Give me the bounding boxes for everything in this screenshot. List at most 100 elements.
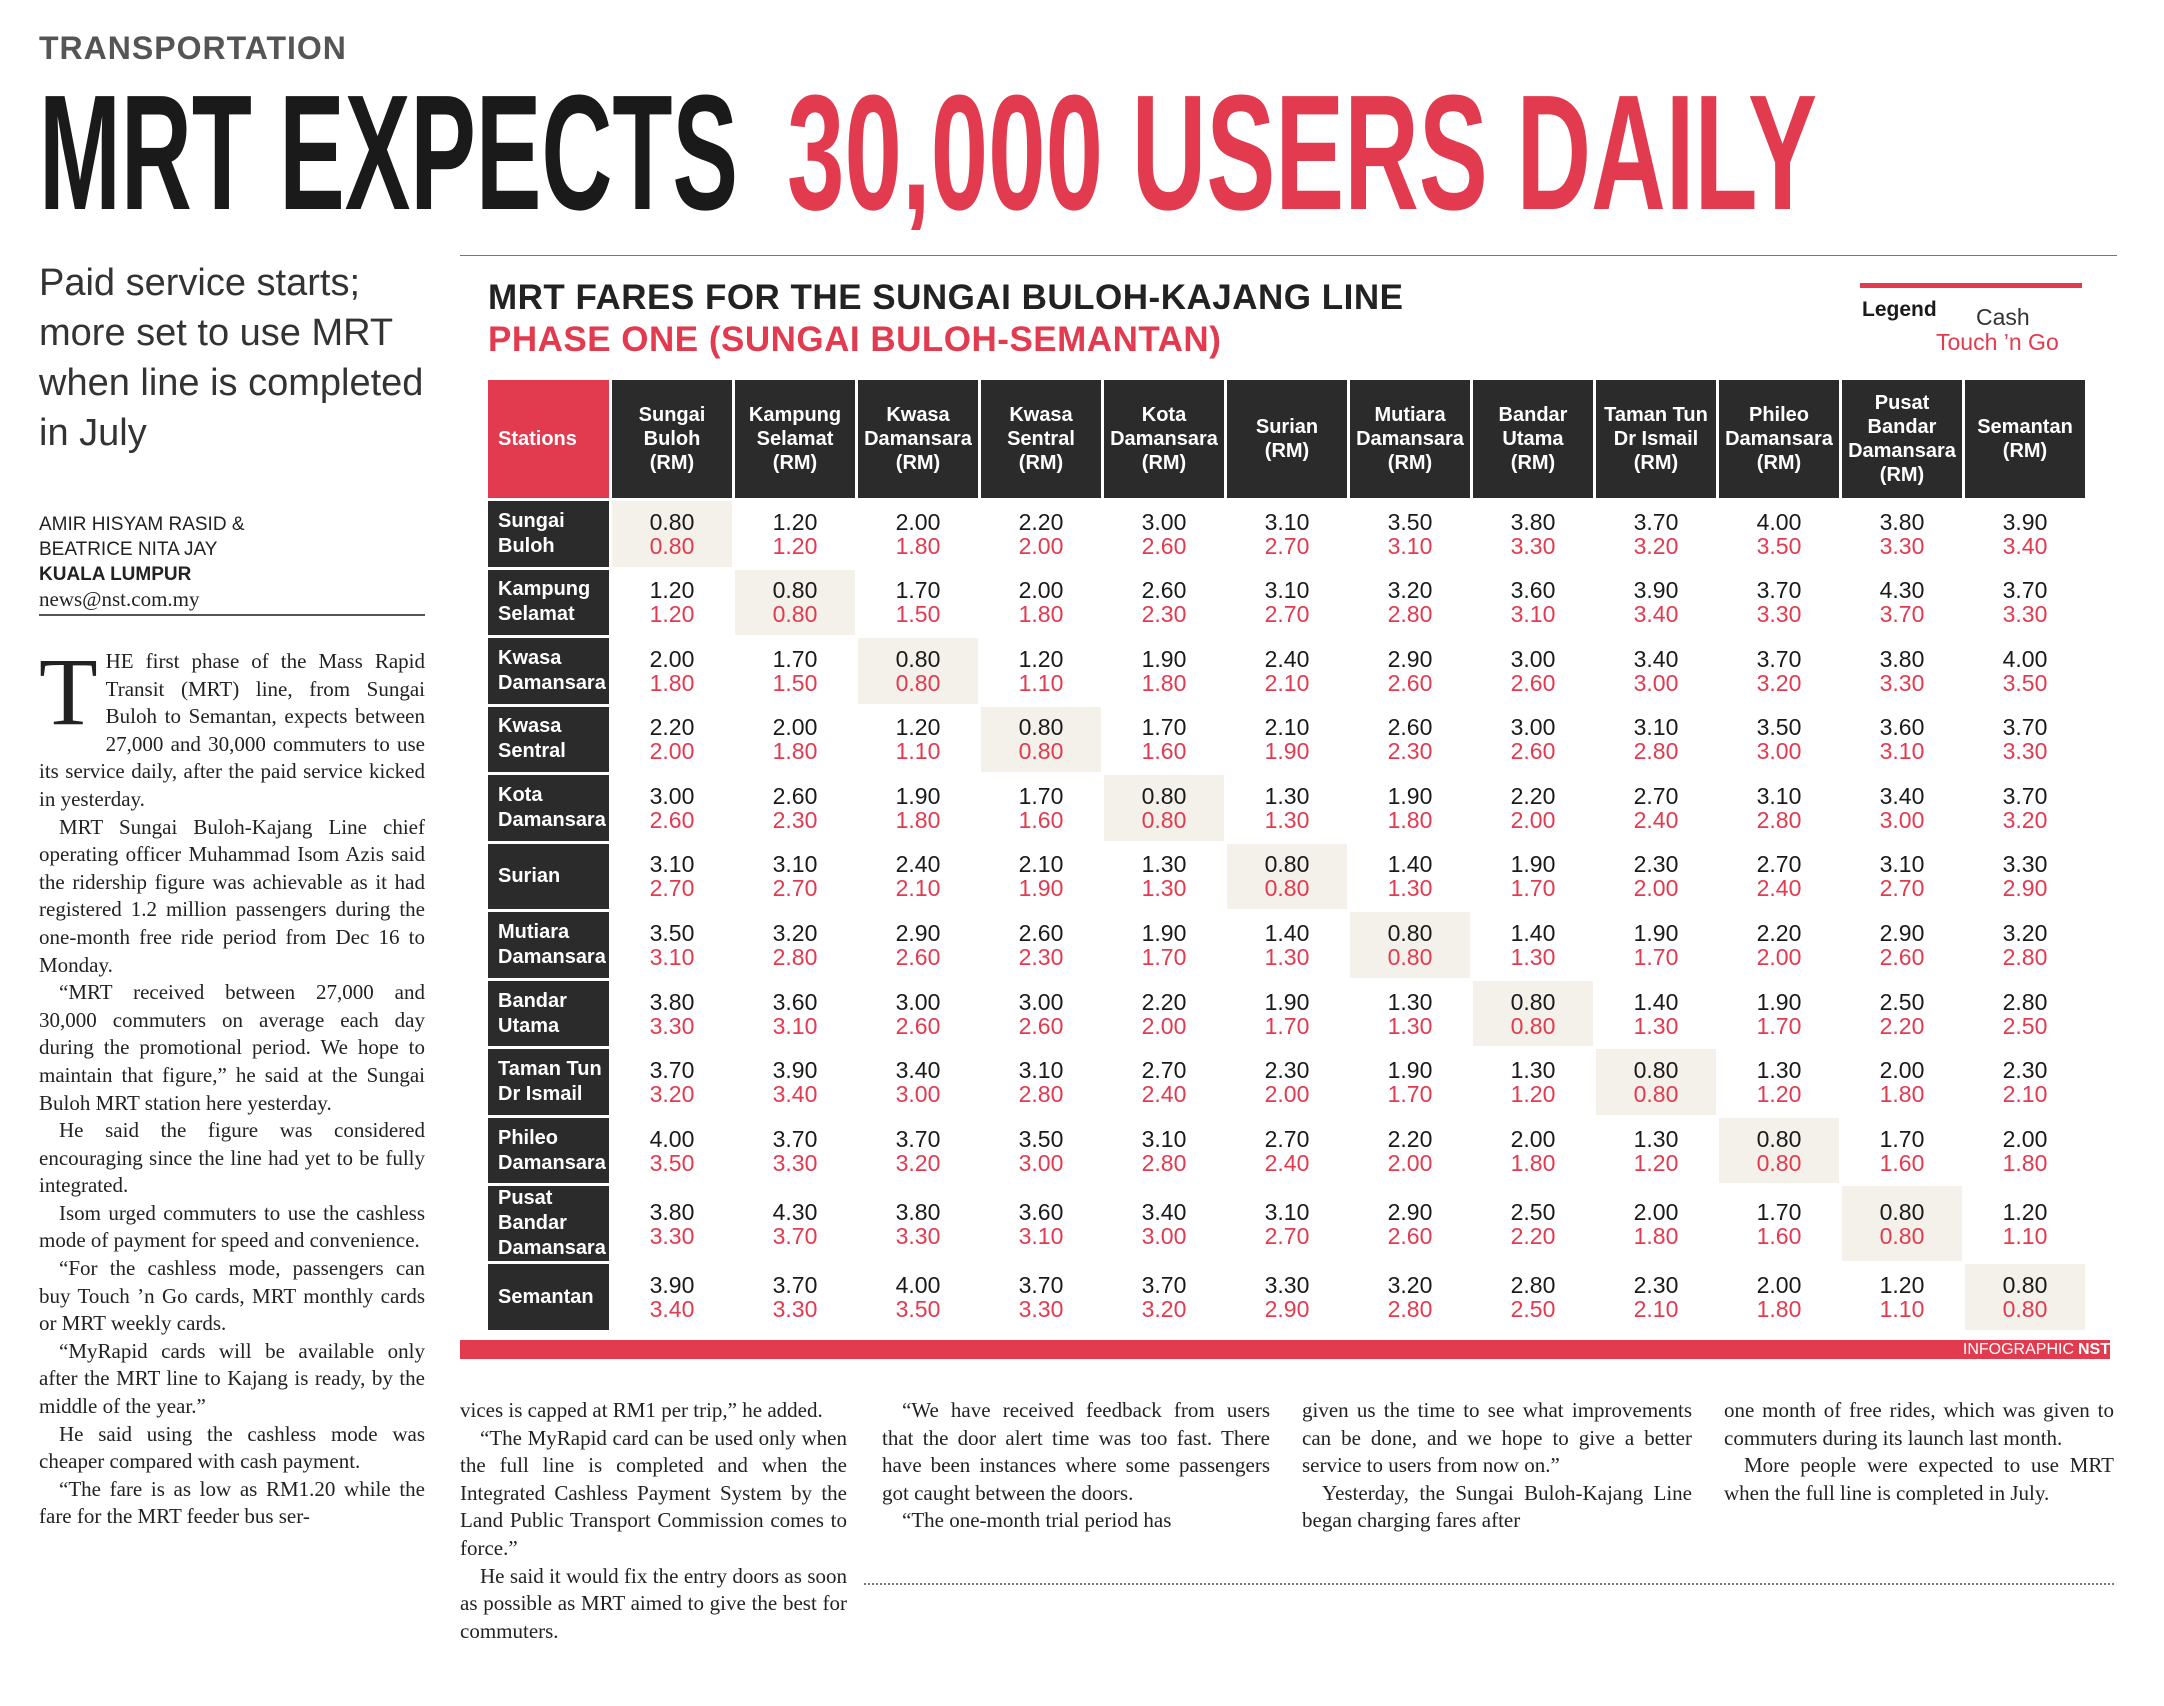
- cash-fare: 4.30: [1879, 577, 1925, 604]
- touch-n-go-fare: 2.80: [1141, 1149, 1187, 1176]
- touch-n-go-fare: 2.80: [1018, 1081, 1064, 1108]
- table-header: Semantan (RM): [1965, 380, 2085, 498]
- station-name: Phileo Damansara: [488, 1117, 609, 1184]
- fare-cell: 1.70 1.60: [1842, 1118, 1962, 1184]
- touch-n-go-fare: 1.80: [895, 806, 941, 833]
- fare-cell: 3.70 3.20: [858, 1118, 978, 1184]
- touch-n-go-fare: 3.10: [772, 1012, 818, 1039]
- touch-n-go-fare: 2.40: [1756, 875, 1802, 902]
- cash-fare: 2.40: [895, 851, 941, 878]
- station-name: Kampung Selamat: [488, 569, 609, 636]
- touch-n-go-fare: 1.20: [1510, 1081, 1556, 1108]
- touch-n-go-fare: 3.20: [1633, 532, 1679, 559]
- fare-cell: 0.80 0.80: [858, 638, 978, 704]
- fare-cell: 2.50 2.20: [1473, 1186, 1593, 1261]
- fare-table: Stations Sungai Buloh (RM) Kampung Selamat…: [488, 380, 2085, 1330]
- touch-n-go-fare: 1.70: [1510, 875, 1556, 902]
- touch-n-go-fare: 2.90: [2002, 875, 2048, 902]
- cash-fare: 0.80: [1510, 988, 1556, 1015]
- touch-n-go-fare: 1.60: [1141, 738, 1187, 765]
- touch-n-go-fare: 3.00: [1018, 1149, 1064, 1176]
- cash-fare: 3.70: [649, 1057, 695, 1084]
- cash-fare: 2.60: [1018, 920, 1064, 947]
- fare-cell: 3.10 2.70: [1227, 1186, 1347, 1261]
- touch-n-go-fare: 0.80: [2002, 1296, 2048, 1323]
- fare-cell: 2.00 1.80: [735, 707, 855, 773]
- cash-fare: 4.00: [649, 1125, 695, 1152]
- cash-fare: 1.70: [772, 645, 818, 672]
- fare-cell: 3.20 2.80: [1350, 570, 1470, 636]
- fare-cell: 1.70 1.60: [1719, 1186, 1839, 1261]
- cash-fare: 1.30: [1633, 1125, 1679, 1152]
- fare-cell: 2.00 1.80: [1596, 1186, 1716, 1261]
- fare-cell: 1.30 1.20: [1473, 1049, 1593, 1115]
- article-column: vices is capped at RM1 per trip,” he add…: [460, 1397, 847, 1706]
- touch-n-go-fare: 1.30: [1510, 944, 1556, 971]
- cash-fare: 2.00: [1879, 1057, 1925, 1084]
- touch-n-go-fare: 2.60: [1141, 532, 1187, 559]
- fare-cell: 3.70 3.20: [612, 1049, 732, 1115]
- cash-fare: 3.00: [1510, 645, 1556, 672]
- cash-fare: 3.70: [772, 1272, 818, 1299]
- cash-fare: 3.50: [1018, 1125, 1064, 1152]
- touch-n-go-fare: 3.10: [649, 944, 695, 971]
- paragraph: vices is capped at RM1 per trip,” he add…: [460, 1398, 823, 1422]
- fare-cell: 2.00 1.80: [981, 570, 1101, 636]
- cash-fare: 2.20: [1387, 1125, 1433, 1152]
- fare-cell: 1.40 1.30: [1473, 912, 1593, 978]
- touch-n-go-fare: 1.70: [1387, 1081, 1433, 1108]
- fare-cell: 1.90 1.80: [1104, 638, 1224, 704]
- cash-fare: 3.90: [2002, 508, 2048, 535]
- touch-n-go-fare: 3.30: [1879, 532, 1925, 559]
- cash-fare: 2.20: [1018, 508, 1064, 535]
- touch-n-go-fare: 3.30: [2002, 601, 2048, 628]
- cash-fare: 3.10: [1018, 1057, 1064, 1084]
- fare-cell: 3.30 2.90: [1227, 1264, 1347, 1330]
- paragraph: He said using the cashless mode was chea…: [39, 1421, 425, 1474]
- table-header: Mutiara Damansara (RM): [1350, 380, 1470, 498]
- touch-n-go-fare: 3.30: [772, 1149, 818, 1176]
- table-header: Kota Damansara (RM): [1104, 380, 1224, 498]
- fare-cell: 3.10 2.70: [1227, 570, 1347, 636]
- headline-black: MRT EXPECTS: [39, 61, 738, 230]
- fare-cell: 3.80 3.30: [1842, 638, 1962, 704]
- rule: [460, 255, 2117, 256]
- touch-n-go-fare: 1.30: [1387, 875, 1433, 902]
- table-header: Taman Tun Dr Ismail (RM): [1596, 380, 1716, 498]
- cash-fare: 2.70: [1756, 851, 1802, 878]
- fare-cell: 3.70 3.30: [1719, 570, 1839, 636]
- fare-cell: 1.20 1.20: [612, 570, 732, 636]
- fare-cell: 2.70 2.40: [1719, 844, 1839, 910]
- touch-n-go-fare: 2.10: [895, 875, 941, 902]
- cash-fare: 1.90: [1387, 782, 1433, 809]
- cash-fare: 0.80: [1633, 1057, 1679, 1084]
- touch-n-go-fare: 2.60: [1510, 669, 1556, 696]
- cash-fare: 3.80: [895, 1198, 941, 1225]
- cash-fare: 2.20: [1756, 920, 1802, 947]
- touch-n-go-fare: 2.00: [1633, 875, 1679, 902]
- touch-n-go-fare: 2.00: [1510, 806, 1556, 833]
- touch-n-go-fare: 3.50: [1756, 532, 1802, 559]
- touch-n-go-fare: 3.20: [2002, 806, 2048, 833]
- fare-cell: 2.40 2.10: [1227, 638, 1347, 704]
- touch-n-go-fare: 3.00: [895, 1081, 941, 1108]
- paragraph: “The fare is as low as RM1.20 while the …: [39, 1476, 425, 1529]
- fare-cell: 1.20 1.10: [1965, 1186, 2085, 1261]
- cash-fare: 3.20: [1387, 577, 1433, 604]
- touch-n-go-fare: 2.00: [1141, 1012, 1187, 1039]
- fare-cell: 2.90 2.60: [1350, 638, 1470, 704]
- cash-fare: 3.10: [1264, 1198, 1310, 1225]
- cash-fare: 4.00: [895, 1272, 941, 1299]
- touch-n-go-fare: 3.30: [649, 1012, 695, 1039]
- cash-fare: 2.50: [1879, 988, 1925, 1015]
- cash-fare: 1.20: [1018, 645, 1064, 672]
- fare-cell: 2.30 2.10: [1965, 1049, 2085, 1115]
- touch-n-go-fare: 1.30: [1387, 1012, 1433, 1039]
- touch-n-go-fare: 1.90: [1264, 738, 1310, 765]
- touch-n-go-fare: 0.80: [1141, 806, 1187, 833]
- cash-fare: 1.90: [1510, 851, 1556, 878]
- fare-cell: 2.30 2.10: [1596, 1264, 1716, 1330]
- fare-cell: 2.00 1.80: [1842, 1049, 1962, 1115]
- fare-cell: 3.80 3.30: [858, 1186, 978, 1261]
- cash-fare: 1.20: [649, 577, 695, 604]
